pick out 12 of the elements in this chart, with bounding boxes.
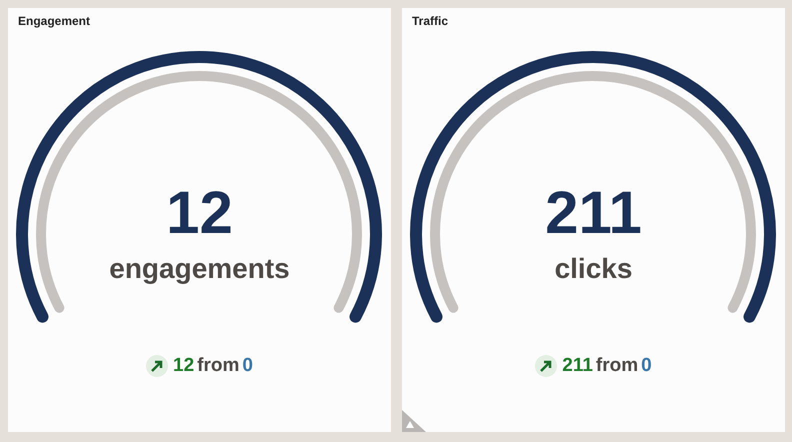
data-label: 211: [544, 178, 643, 248]
text: 12: [173, 354, 194, 378]
category-label: engagements: [108, 252, 291, 286]
category-label: clicks: [554, 252, 634, 286]
text: from: [197, 354, 240, 378]
text: 211: [562, 354, 593, 378]
text: from: [596, 354, 638, 378]
data-label: 12: [165, 178, 234, 248]
text: 0: [641, 354, 652, 378]
text: Traffic: [412, 14, 448, 28]
text: Engagement: [18, 14, 90, 28]
text: 0: [242, 354, 253, 378]
